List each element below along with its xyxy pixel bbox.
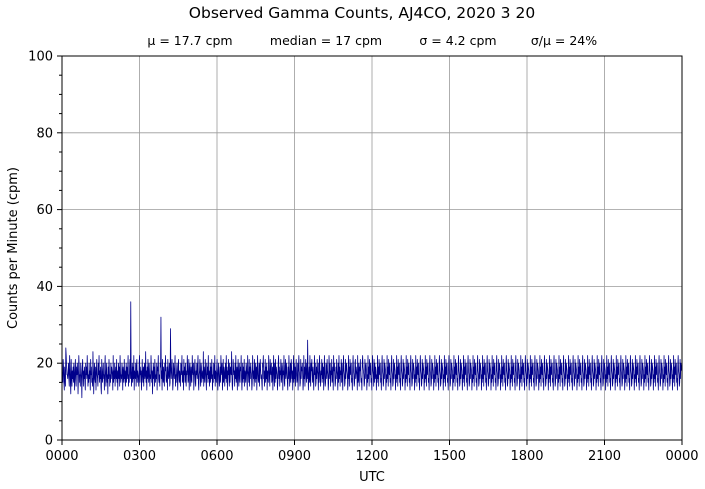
y-tick-label-2: 40 — [36, 280, 53, 295]
y-axis-label: Counts per Minute (cpm) — [6, 167, 21, 329]
chart-title: Observed Gamma Counts, AJ4CO, 2020 3 20 — [189, 4, 535, 22]
x-tick-label-3: 0900 — [278, 449, 311, 464]
x-axis-label: UTC — [359, 470, 385, 485]
stat-cv: σ/μ = 24% — [531, 33, 597, 48]
y-tick-label-3: 60 — [36, 203, 53, 218]
x-tick-label-6: 1800 — [510, 449, 543, 464]
x-tick-label-1: 0300 — [123, 449, 156, 464]
x-tick-label-5: 1500 — [433, 449, 466, 464]
y-axis-ticks: 0 20 40 60 80 100 — [28, 50, 62, 449]
x-tick-label-7: 2100 — [588, 449, 621, 464]
x-tick-label-2: 0600 — [200, 449, 233, 464]
x-tick-label-4: 1200 — [355, 449, 388, 464]
x-tick-label-8: 0000 — [665, 449, 698, 464]
x-tick-label-0: 0000 — [45, 449, 78, 464]
stat-mean: μ = 17.7 cpm — [147, 33, 232, 48]
stat-sigma: σ = 4.2 cpm — [419, 33, 496, 48]
x-axis-ticks: 0000 0300 0600 0900 1200 1500 1800 2100 0000 — [45, 440, 699, 464]
y-tick-label-1: 20 — [36, 357, 53, 372]
y-tick-label-5: 100 — [28, 50, 53, 65]
subtitle-stats: μ = 17.7 cpm median = 17 cpm σ = 4.2 cpm… — [147, 33, 597, 48]
y-tick-label-4: 80 — [36, 126, 53, 141]
y-tick-label-0: 0 — [45, 434, 53, 449]
series-line-0 — [61, 301, 683, 399]
stat-median: median = 17 cpm — [270, 33, 382, 48]
series-layer — [61, 301, 683, 399]
